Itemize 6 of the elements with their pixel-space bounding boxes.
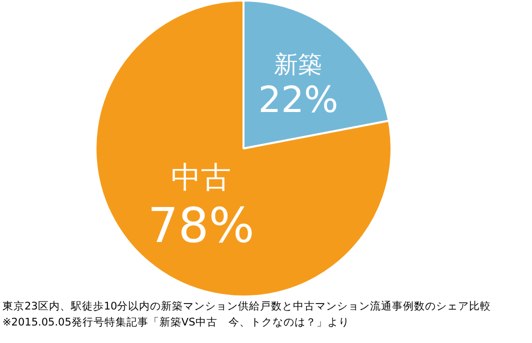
- slice-label: 中古: [171, 160, 232, 196]
- slice-label: 新築: [274, 50, 322, 78]
- data-label: 22%: [258, 80, 338, 121]
- data-label: 78%: [148, 198, 254, 254]
- text: ※2015.05.05発行号特集記事「新築VS中古 今、トクなのは？」より: [2, 316, 350, 328]
- text: 東京23区内、駅徒歩10分以内の新築マンション供給戸数と中古マンション流通事例数のシェア比較: [2, 300, 492, 312]
